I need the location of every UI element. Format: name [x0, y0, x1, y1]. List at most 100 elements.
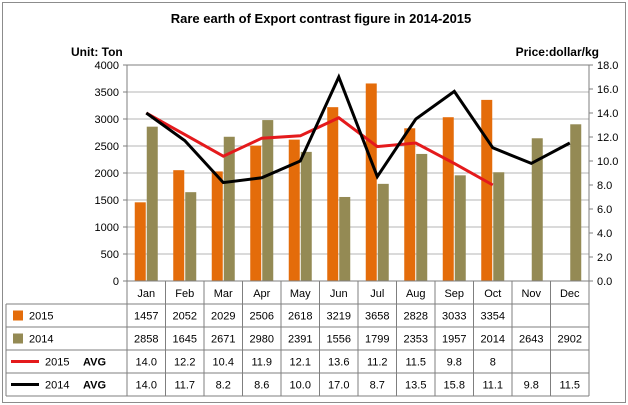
- bar-2015-Aug: [404, 128, 416, 281]
- data-label: 11.7: [174, 380, 195, 392]
- data-label: 3658: [365, 311, 389, 323]
- data-label: 2391: [288, 334, 312, 346]
- data-label: 11.9: [251, 357, 272, 369]
- y-tick-label: 3000: [95, 114, 119, 126]
- x-tick-label: Aug: [406, 288, 426, 300]
- data-label: 2902: [558, 334, 582, 346]
- y2-tick-label: 10.0: [597, 156, 618, 168]
- bar-2015-Jun: [327, 107, 339, 281]
- data-label: 2618: [288, 311, 312, 323]
- data-label: 2858: [134, 334, 158, 346]
- y-tick-label: 3500: [95, 87, 119, 99]
- y2-tick-label: 18.0: [597, 60, 618, 72]
- line-layer: [145, 73, 571, 187]
- bar-2015-Jan: [134, 202, 146, 281]
- data-label: 2643: [519, 334, 543, 346]
- bar-2015-Apr: [250, 145, 262, 281]
- left-axis-unit: Unit: Ton: [71, 45, 123, 59]
- x-tick-label: Jun: [330, 288, 348, 300]
- y-tick-label: 1000: [95, 222, 119, 234]
- data-label: 12.1: [290, 357, 311, 369]
- x-tick-label: Dec: [560, 288, 580, 300]
- y2-tick-label: 8.0: [597, 180, 612, 192]
- bar-2014-Nov: [531, 138, 543, 281]
- right-axis-unit: Price:dollar/kg: [516, 45, 599, 59]
- data-label: 2014: [481, 334, 505, 346]
- y2-tick-label: 12.0: [597, 132, 618, 144]
- data-label: 1457: [134, 311, 158, 323]
- legend-swatch-2014: [13, 333, 23, 344]
- x-tick-label: Sep: [444, 288, 464, 300]
- legend-suffix: AVG: [83, 380, 106, 392]
- bar-2014-Jan: [146, 126, 158, 281]
- y2-tick-label: 14.0: [597, 108, 618, 120]
- data-label: 11.5: [405, 357, 426, 369]
- data-label: 14.0: [136, 380, 157, 392]
- bar-2014-Jul: [377, 183, 389, 281]
- line-2014-avg: [145, 73, 571, 185]
- bar-2014-Sep: [454, 175, 466, 281]
- y-tick-label: 500: [101, 249, 119, 261]
- bar-2015-May: [288, 139, 300, 281]
- data-label: 13.6: [328, 357, 349, 369]
- data-label: 2828: [404, 311, 428, 323]
- data-label: 1645: [173, 334, 197, 346]
- x-tick-label: Feb: [175, 288, 194, 300]
- x-tick-label: Jan: [137, 288, 155, 300]
- data-label: 3354: [481, 311, 505, 323]
- bar-2015-Feb: [173, 170, 185, 281]
- bar-2014-Dec: [570, 124, 582, 282]
- x-tick-label: Jul: [370, 288, 384, 300]
- data-label: 9.8: [524, 380, 539, 392]
- legend-suffix: AVG: [83, 357, 106, 369]
- bar-2014-Mar: [223, 136, 235, 281]
- data-label: 2029: [211, 311, 235, 323]
- data-label: 11.1: [482, 380, 503, 392]
- x-tick-label: Oct: [484, 288, 501, 300]
- data-label: 10.0: [290, 380, 311, 392]
- legend-swatch-2015: [13, 310, 23, 321]
- data-label: 2980: [250, 334, 274, 346]
- y2-tick-label: 4.0: [597, 228, 612, 240]
- bar-2015-Jul: [365, 83, 377, 281]
- y-tick-label: 2000: [95, 168, 119, 180]
- data-label: 10.4: [213, 357, 234, 369]
- y-tick-label: 2500: [95, 141, 119, 153]
- bar-2014-May: [300, 151, 312, 281]
- bar-2014-Aug: [416, 153, 428, 281]
- data-label: 11.2: [367, 357, 388, 369]
- data-label: 8.2: [216, 380, 231, 392]
- x-tick-label: Nov: [521, 288, 541, 300]
- y2-tick-label: 16.0: [597, 84, 618, 96]
- data-label: 3219: [327, 311, 351, 323]
- x-tick-label: May: [290, 288, 311, 300]
- y2-tick-label: 2.0: [597, 252, 612, 264]
- data-label: 2671: [211, 334, 235, 346]
- bar-layer: [134, 83, 582, 282]
- data-label: 3033: [442, 311, 466, 323]
- bar-2015-Oct: [481, 99, 493, 281]
- bar-2015-Sep: [442, 117, 454, 281]
- bar-2014-Feb: [185, 192, 197, 281]
- line-2015-avg: [145, 111, 494, 187]
- data-label: 2353: [404, 334, 428, 346]
- x-tick-label: Mar: [214, 288, 233, 300]
- data-label: 15.8: [444, 380, 465, 392]
- data-label: 8.6: [254, 380, 269, 392]
- data-label: 1799: [365, 334, 389, 346]
- data-label: 13.5: [405, 380, 426, 392]
- legend-label: 2015: [45, 357, 69, 369]
- bar-2015-Mar: [211, 171, 223, 281]
- data-label: 11.5: [559, 380, 580, 392]
- data-label: 14.0: [136, 357, 157, 369]
- data-label: 12.2: [174, 357, 195, 369]
- bar-2014-Jun: [339, 196, 351, 281]
- x-tick-label: Apr: [253, 288, 270, 300]
- legend-label: 2014: [45, 380, 69, 392]
- export-contrast-chart: Rare earth of Export contrast figure in …: [5, 11, 618, 397]
- chart-title: Rare earth of Export contrast figure in …: [171, 11, 472, 26]
- data-label: 17.0: [328, 380, 349, 392]
- y-tick-label: 0: [113, 276, 119, 288]
- data-label: 1556: [327, 334, 351, 346]
